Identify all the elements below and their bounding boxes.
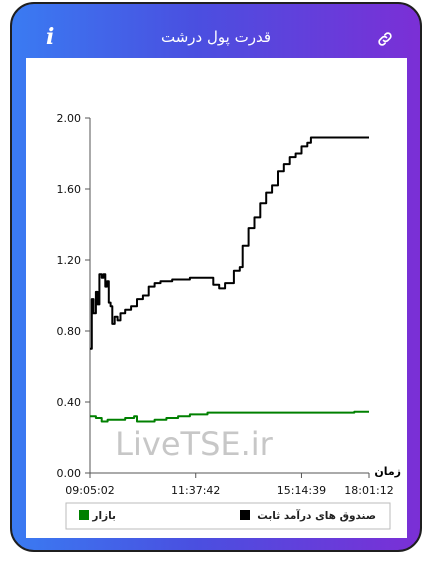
power-chart: 0.00 0.40 0.80 1.20 1.60 2.00 09:05:02 11:37:42… [57,112,401,530]
y-tick-label: 0.40 [57,396,82,409]
x-tick-label: 11:37:42 [171,484,220,497]
watermark: LiveTSE.ir [115,425,273,463]
legend-label-funds: صندوق های درآمد ثابت [257,509,376,522]
series-line-funds [90,136,369,350]
x-axis-label: زمان [374,465,401,478]
legend-swatch-funds [240,510,250,520]
x-tick-label: 18:01:12 [344,484,393,497]
x-tick-label: 09:05:02 [65,484,114,497]
legend: صندوق های درآمد ثابت بازار [65,502,391,530]
legend-label-market: بازار [91,510,116,522]
y-tick-label: 2.00 [57,112,82,125]
legend-swatch-market [79,510,89,520]
info-icon[interactable]: i [46,24,55,50]
page-title: قدرت پول درشت [161,28,271,46]
x-tick-label: 15:14:39 [277,484,326,497]
y-tick-label: 1.60 [57,183,82,196]
y-tick-label: 1.20 [57,254,82,267]
chart-card: i قدرت پول درشت 0.00 0.40 0.80 1.20 1.60 2.00… [10,2,422,552]
card-header: i قدرت پول درشت [12,4,420,58]
chart-panel: 0.00 0.40 0.80 1.20 1.60 2.00 09:05:02 11:37:42… [26,58,407,538]
link-icon[interactable] [376,30,394,48]
series-line-market [90,410,369,423]
y-tick-label: 0.80 [57,325,82,338]
y-tick-label: 0.00 [57,467,82,480]
